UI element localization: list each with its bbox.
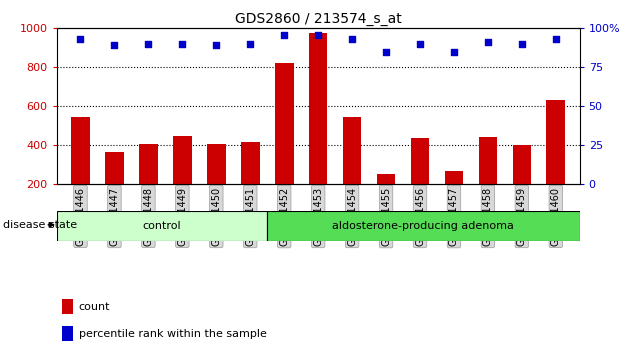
Point <box>245 41 255 47</box>
Point <box>279 32 289 38</box>
Bar <box>173 136 192 184</box>
Bar <box>139 144 158 184</box>
Bar <box>241 142 260 184</box>
Bar <box>479 137 497 184</box>
Bar <box>546 101 565 184</box>
Bar <box>207 144 226 184</box>
Text: control: control <box>142 221 181 231</box>
Point <box>517 41 527 47</box>
Bar <box>343 117 362 184</box>
Text: count: count <box>79 302 110 312</box>
Point <box>415 41 425 47</box>
Point <box>313 32 323 38</box>
FancyBboxPatch shape <box>57 211 267 241</box>
Bar <box>445 171 463 184</box>
Point <box>381 49 391 55</box>
Bar <box>513 145 531 184</box>
Point <box>551 36 561 42</box>
Point <box>483 40 493 45</box>
Title: GDS2860 / 213574_s_at: GDS2860 / 213574_s_at <box>235 12 401 26</box>
Bar <box>275 63 294 184</box>
Bar <box>62 299 74 314</box>
FancyBboxPatch shape <box>267 211 580 241</box>
Bar <box>377 175 396 184</box>
Bar <box>62 326 74 341</box>
Text: aldosterone-producing adenoma: aldosterone-producing adenoma <box>333 221 514 231</box>
Bar <box>105 152 123 184</box>
Point <box>347 36 357 42</box>
Point <box>211 42 221 48</box>
Point <box>177 41 187 47</box>
Bar <box>71 117 90 184</box>
Bar <box>411 138 430 184</box>
Point <box>110 42 120 48</box>
Point <box>449 49 459 55</box>
Text: percentile rank within the sample: percentile rank within the sample <box>79 329 266 339</box>
Text: disease state: disease state <box>3 220 77 230</box>
Bar <box>309 33 328 184</box>
Point <box>144 41 154 47</box>
Point <box>76 36 86 42</box>
